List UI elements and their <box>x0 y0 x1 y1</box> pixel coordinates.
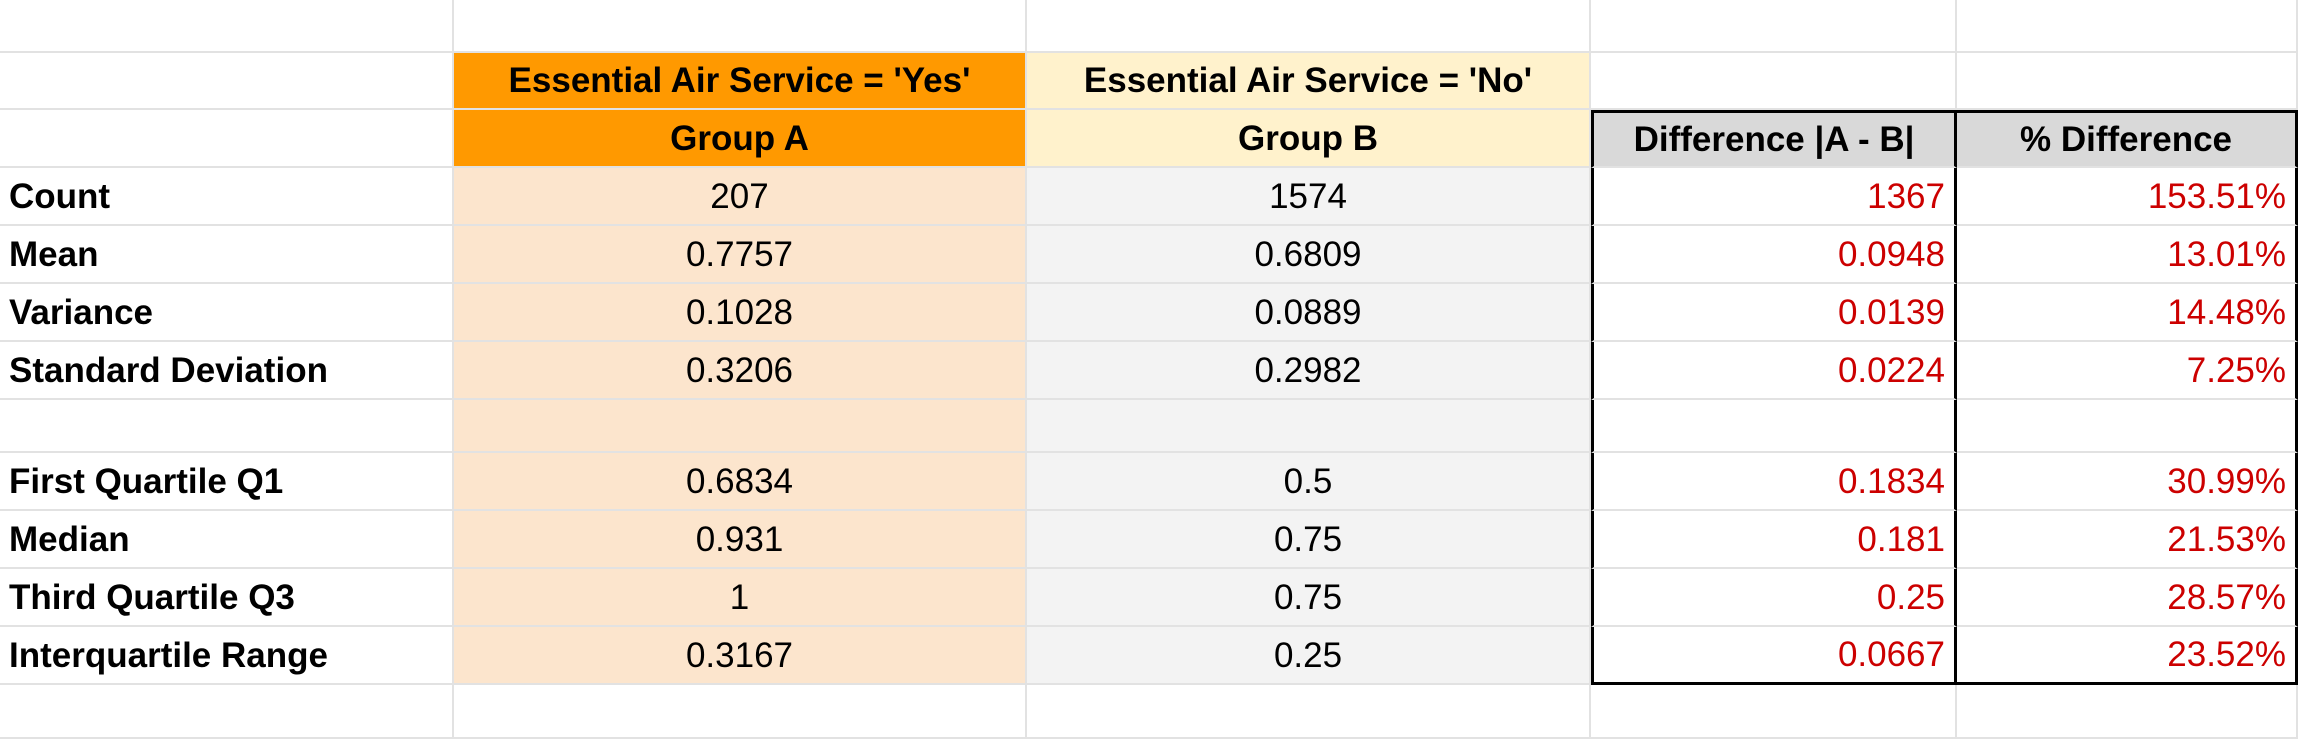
difference-value[interactable]: 0.25 <box>1591 569 1957 627</box>
row-label-mean[interactable]: Mean <box>0 226 454 284</box>
cell-empty[interactable] <box>1591 685 1957 739</box>
pct-difference-value[interactable]: 7.25% <box>1957 342 2298 400</box>
cell-empty[interactable] <box>0 53 454 110</box>
pct-difference-value[interactable]: 14.48% <box>1957 284 2298 342</box>
difference-value[interactable]: 0.0667 <box>1591 627 1957 685</box>
difference-value[interactable]: 0.1834 <box>1591 453 1957 511</box>
group-b-value[interactable]: 0.75 <box>1027 569 1591 627</box>
pct-difference-value[interactable]: 30.99% <box>1957 453 2298 511</box>
pct-difference-header[interactable]: % Difference <box>1957 110 2298 168</box>
group-a-label-header[interactable]: Group A <box>454 110 1027 168</box>
cell-empty[interactable] <box>1957 685 2298 739</box>
cell-empty[interactable] <box>1027 400 1591 453</box>
table-row: Interquartile Range 0.3167 0.25 0.0667 2… <box>0 627 2298 685</box>
cell-empty[interactable] <box>0 400 454 453</box>
cell-empty[interactable] <box>1591 0 1957 53</box>
table-row: Count 207 1574 1367 153.51% <box>0 168 2298 226</box>
difference-value[interactable]: 0.0948 <box>1591 226 1957 284</box>
cell-empty[interactable] <box>454 400 1027 453</box>
group-b-value[interactable]: 0.5 <box>1027 453 1591 511</box>
group-b-value[interactable]: 0.25 <box>1027 627 1591 685</box>
cell-empty[interactable] <box>0 0 454 53</box>
group-a-value[interactable]: 0.3167 <box>454 627 1027 685</box>
pct-difference-value[interactable]: 153.51% <box>1957 168 2298 226</box>
row-label-interquartile-range[interactable]: Interquartile Range <box>0 627 454 685</box>
cell-empty[interactable] <box>1591 400 1957 453</box>
row-label-count[interactable]: Count <box>0 168 454 226</box>
group-b-value[interactable]: 1574 <box>1027 168 1591 226</box>
cell-empty[interactable] <box>454 0 1027 53</box>
cell-empty[interactable] <box>1957 53 2298 110</box>
row-label-first-quartile[interactable]: First Quartile Q1 <box>0 453 454 511</box>
group-b-value[interactable]: 0.2982 <box>1027 342 1591 400</box>
table-row: First Quartile Q1 0.6834 0.5 0.1834 30.9… <box>0 453 2298 511</box>
group-b-condition-header[interactable]: Essential Air Service = 'No' <box>1027 53 1591 110</box>
group-b-value[interactable]: 0.0889 <box>1027 284 1591 342</box>
difference-value[interactable]: 0.181 <box>1591 511 1957 569</box>
cell-empty[interactable] <box>1957 0 2298 53</box>
cell-empty[interactable] <box>454 685 1027 739</box>
header-row-conditions: Essential Air Service = 'Yes' Essential … <box>0 53 2298 110</box>
group-a-value[interactable]: 0.6834 <box>454 453 1027 511</box>
group-a-value[interactable]: 0.3206 <box>454 342 1027 400</box>
difference-value[interactable]: 0.0224 <box>1591 342 1957 400</box>
cell-empty[interactable] <box>0 110 454 168</box>
group-a-value[interactable]: 0.1028 <box>454 284 1027 342</box>
difference-value[interactable]: 0.0139 <box>1591 284 1957 342</box>
row-label-standard-deviation[interactable]: Standard Deviation <box>0 342 454 400</box>
cell-empty[interactable] <box>1027 0 1591 53</box>
difference-header[interactable]: Difference |A - B| <box>1591 110 1957 168</box>
table-row: Mean 0.7757 0.6809 0.0948 13.01% <box>0 226 2298 284</box>
cell-empty[interactable] <box>1591 53 1957 110</box>
group-b-value[interactable]: 0.75 <box>1027 511 1591 569</box>
pct-difference-value[interactable]: 28.57% <box>1957 569 2298 627</box>
table-row: Third Quartile Q3 1 0.75 0.25 28.57% <box>0 569 2298 627</box>
group-a-condition-header[interactable]: Essential Air Service = 'Yes' <box>454 53 1027 110</box>
pct-difference-value[interactable]: 23.52% <box>1957 627 2298 685</box>
table-row: Median 0.931 0.75 0.181 21.53% <box>0 511 2298 569</box>
cell-empty[interactable] <box>0 685 454 739</box>
pct-difference-value[interactable]: 13.01% <box>1957 226 2298 284</box>
group-a-value[interactable]: 1 <box>454 569 1027 627</box>
sheet-row-empty-bottom <box>0 685 2298 739</box>
cell-empty[interactable] <box>1027 685 1591 739</box>
group-b-label-header[interactable]: Group B <box>1027 110 1591 168</box>
group-a-value[interactable]: 207 <box>454 168 1027 226</box>
pct-difference-value[interactable]: 21.53% <box>1957 511 2298 569</box>
group-a-value[interactable]: 0.931 <box>454 511 1027 569</box>
row-label-variance[interactable]: Variance <box>0 284 454 342</box>
sheet-row-empty-top <box>0 0 2298 53</box>
table-row-spacer <box>0 400 2298 453</box>
table-row: Standard Deviation 0.3206 0.2982 0.0224 … <box>0 342 2298 400</box>
header-row-groups: Group A Group B Difference |A - B| % Dif… <box>0 110 2298 168</box>
difference-value[interactable]: 1367 <box>1591 168 1957 226</box>
group-b-value[interactable]: 0.6809 <box>1027 226 1591 284</box>
cell-empty[interactable] <box>1957 400 2298 453</box>
table-row: Variance 0.1028 0.0889 0.0139 14.48% <box>0 284 2298 342</box>
group-a-value[interactable]: 0.7757 <box>454 226 1027 284</box>
row-label-median[interactable]: Median <box>0 511 454 569</box>
row-label-third-quartile[interactable]: Third Quartile Q3 <box>0 569 454 627</box>
